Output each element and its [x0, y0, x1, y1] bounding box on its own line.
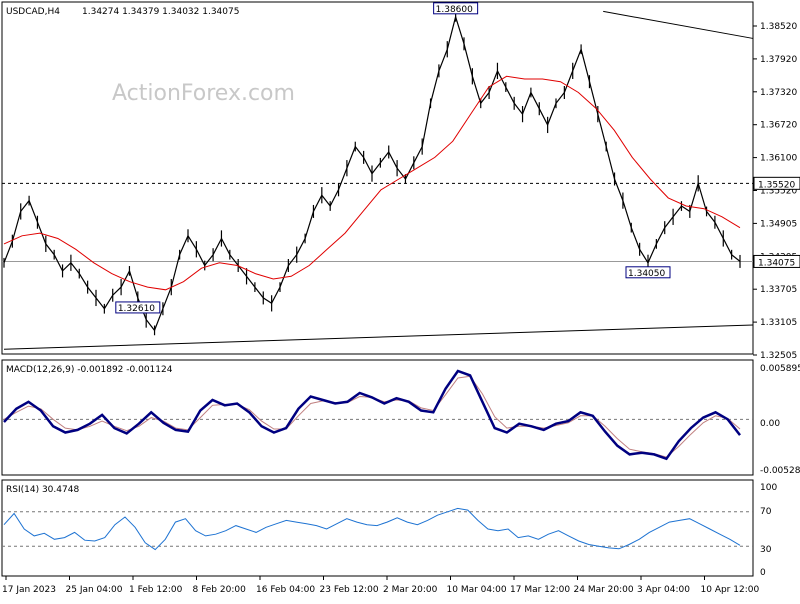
resistance-label: 1.35520 — [758, 180, 795, 190]
price-layer: 1.38600 1.32610 1.34050 — [2, 2, 754, 350]
y-tick-label: 1.36100 — [760, 154, 797, 164]
price-panel-frame — [1, 1, 754, 355]
x-tick-label: 10 Apr 12:00 — [701, 585, 760, 595]
level-box — [625, 266, 671, 279]
x-tick-label: 17 Mar 12:00 — [510, 585, 570, 595]
y-tick-label: 1.36720 — [760, 121, 797, 131]
resistance-label-box — [753, 176, 800, 190]
macd-label: MACD(12,26,9) -0.001892 -0.001124 — [6, 365, 173, 375]
rsi-panel-frame — [1, 479, 754, 577]
y-tick-label: 1.33705 — [760, 285, 797, 295]
macd-panel-frame — [1, 359, 754, 476]
y-tick-label: 1.38520 — [760, 22, 797, 32]
x-tick-label: 2 Mar 20:00 — [383, 585, 438, 595]
price-line — [3, 14, 741, 332]
x-tick-label: 25 Jan 04:00 — [66, 585, 123, 595]
level-label: 1.38600 — [436, 5, 473, 15]
trendline-1 — [3, 324, 754, 350]
macd-tick-label: 0.00 — [760, 419, 780, 429]
y-tick-label: 1.32505 — [760, 351, 797, 361]
level-label: 1.34050 — [628, 269, 665, 279]
x-tick-label: 24 Mar 20:00 — [574, 585, 634, 595]
x-tick-label: 3 Apr 04:00 — [637, 585, 690, 595]
axis-layer: 1.38520 1.37920 1.37320 1.36720 1.36100 1.355… — [2, 22, 800, 595]
x-tick-label: 23 Feb 12:00 — [320, 585, 379, 595]
rsi-tick-label: 0 — [760, 568, 766, 578]
y-tick-label: 1.34905 — [760, 219, 797, 229]
rsi-label: RSI(14) 30.4748 — [6, 485, 79, 495]
x-tick-label: 17 Jan 2023 — [2, 585, 56, 595]
y-tick-label: 1.37320 — [760, 88, 797, 98]
rsi-tick-label: 100 — [760, 483, 777, 493]
macd-tick-label: -0.005286 — [760, 466, 800, 476]
rsi-layer — [2, 507, 753, 551]
y-tick-label: 1.33105 — [760, 318, 797, 328]
rsi-tick-label: 70 — [760, 507, 772, 517]
current-price-label-box — [753, 254, 800, 268]
x-tick-label: 8 Feb 20:00 — [193, 585, 247, 595]
trendline-0 — [603, 10, 754, 39]
current-price-label: 1.34075 — [758, 258, 795, 268]
y-tick-label: 1.35520 — [760, 187, 797, 197]
level-label: 1.32610 — [118, 304, 155, 314]
header-symbol: USDCAD,H4 — [6, 7, 60, 17]
x-tick-label: 1 Feb 12:00 — [129, 585, 183, 595]
y-tick-label: 1.37920 — [760, 55, 797, 65]
watermark: ActionForex.com — [112, 81, 295, 106]
header-ohlc: 1.34274 1.34379 1.34032 1.34075 — [82, 7, 239, 17]
macd-tick-label: 0.005895 — [760, 364, 800, 374]
x-tick-label: 16 Feb 04:00 — [256, 585, 315, 595]
macd-line — [3, 369, 741, 461]
x-tick-label: 10 Mar 04:00 — [447, 585, 507, 595]
rsi-tick-label: 30 — [760, 545, 772, 555]
ma-line — [3, 75, 741, 291]
rsi-line — [3, 507, 741, 551]
level-box — [115, 301, 161, 314]
level-box — [433, 2, 479, 15]
macd-layer — [2, 369, 753, 461]
